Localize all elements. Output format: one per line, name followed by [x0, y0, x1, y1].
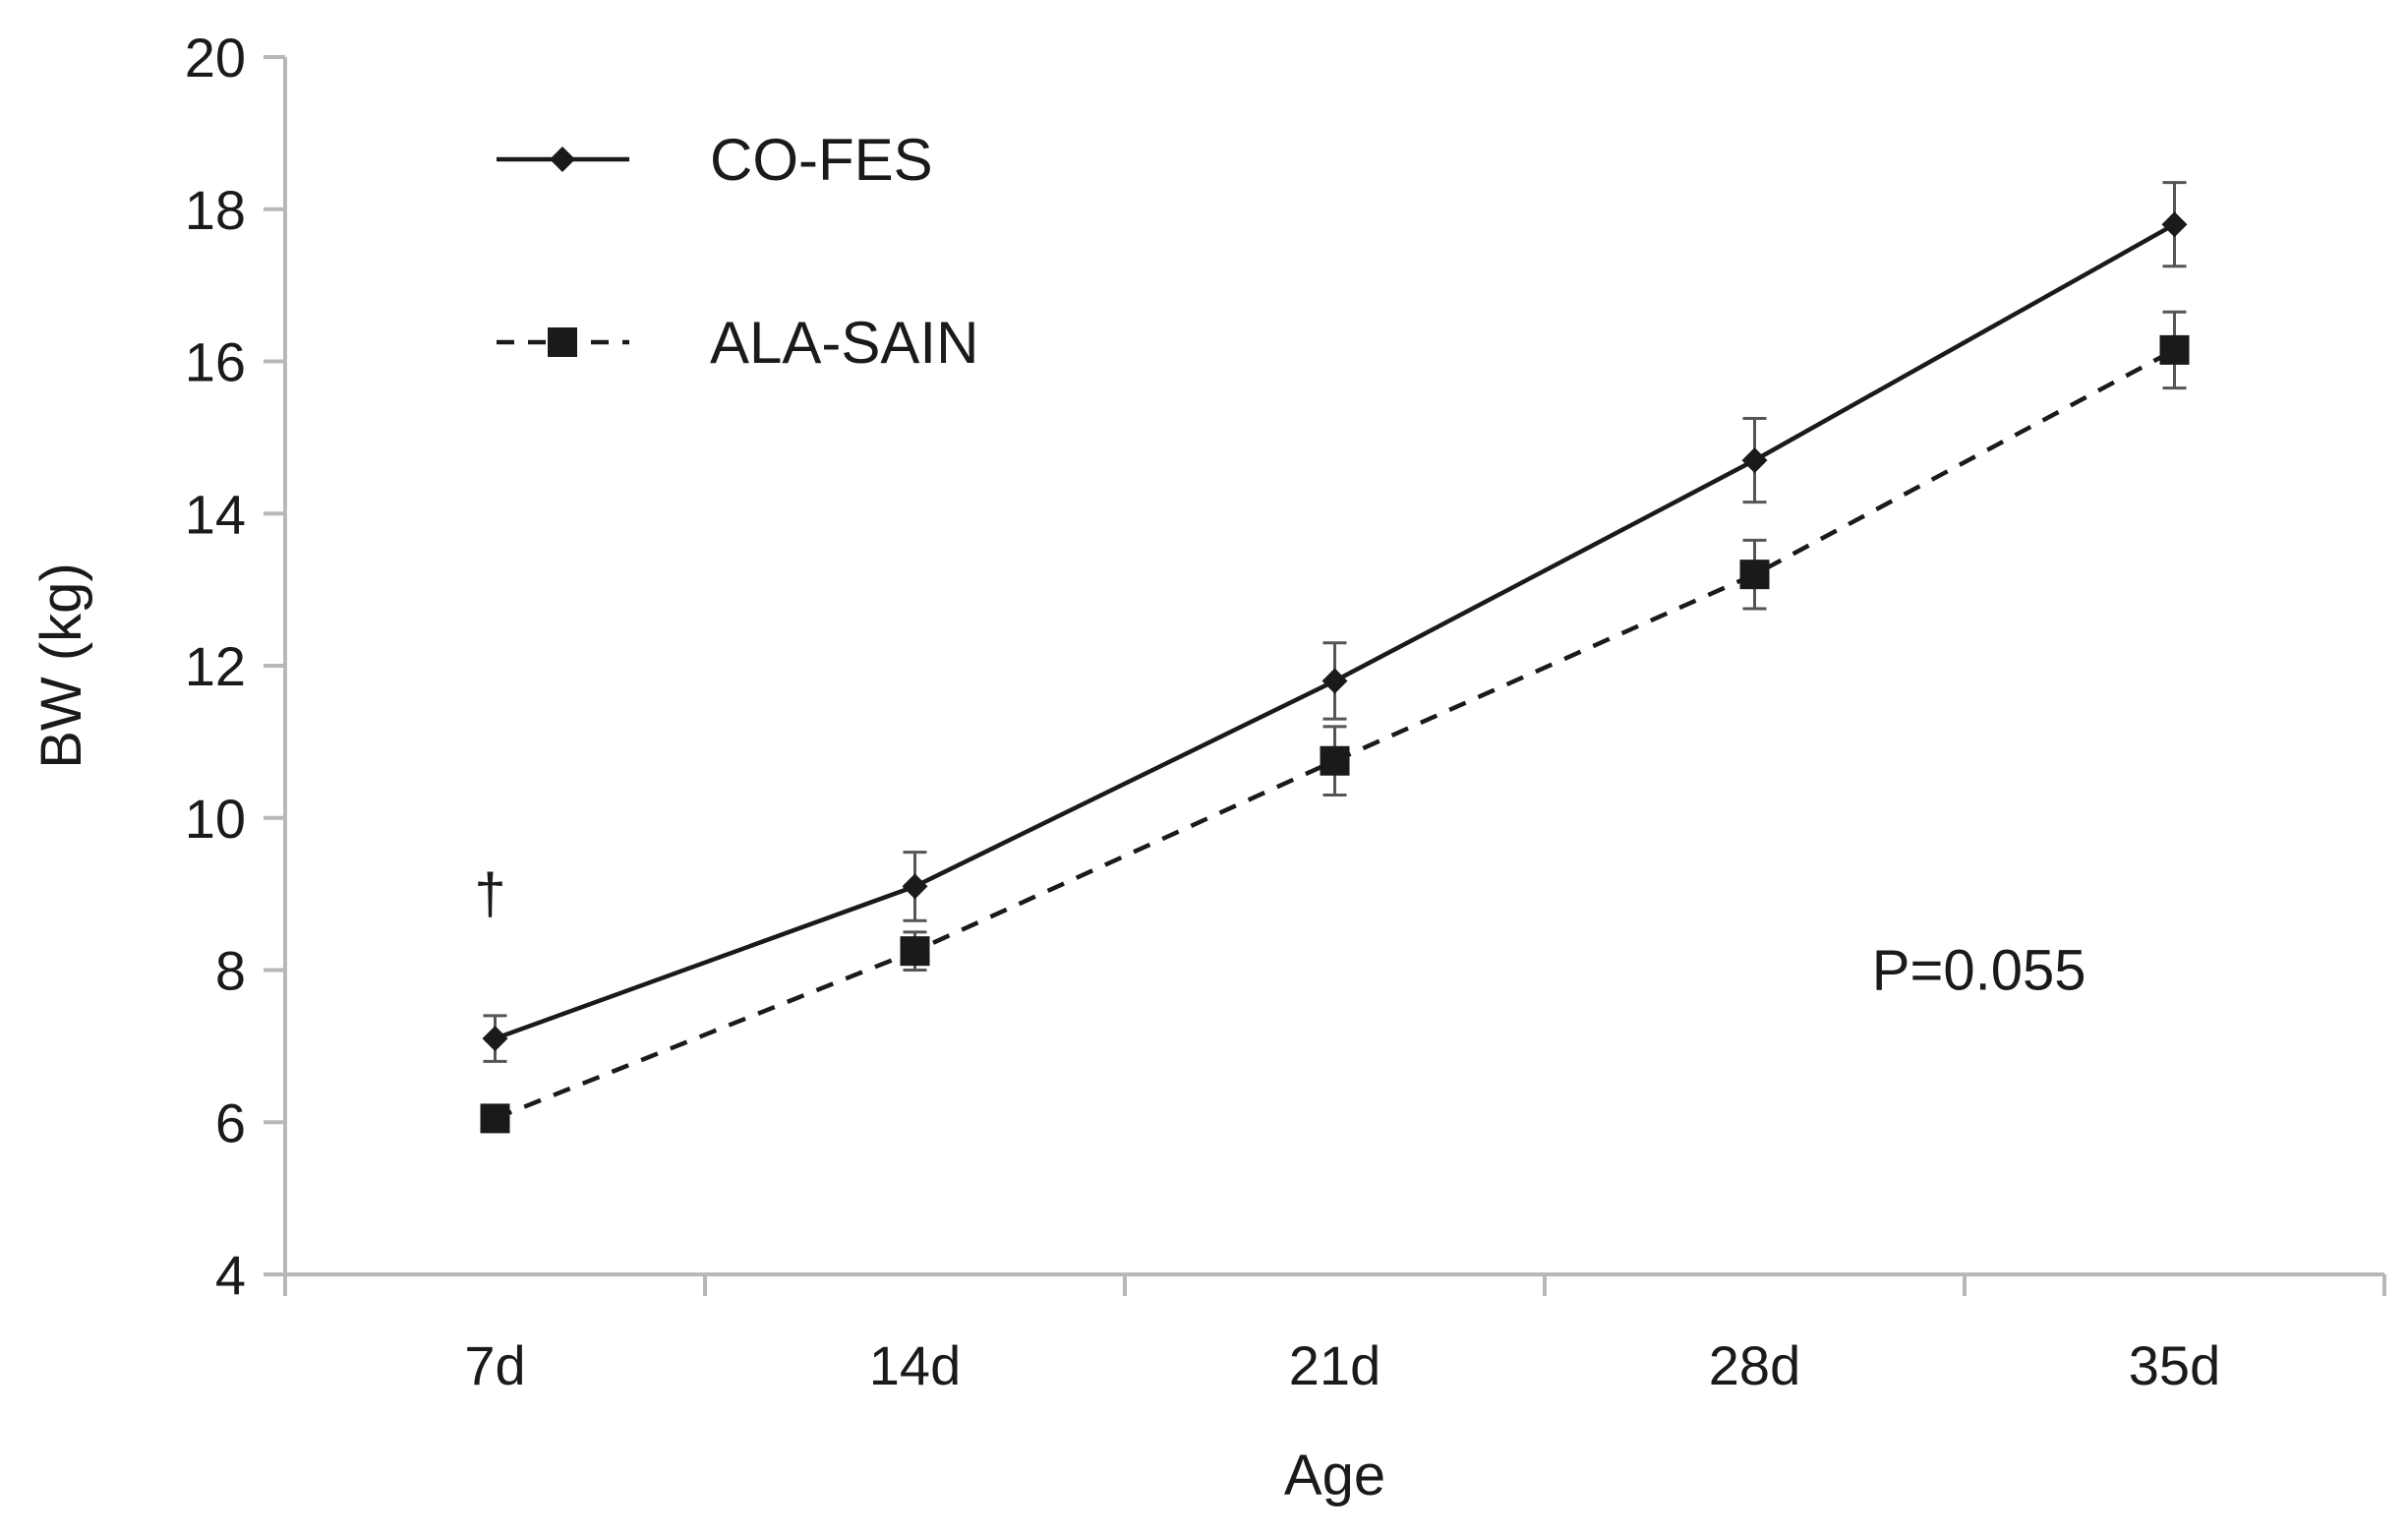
legend: CO-FES ALA-SAIN — [497, 127, 978, 376]
y-tick-label: 12 — [185, 635, 246, 697]
annotation: † — [474, 862, 505, 926]
x-tick-label: 14d — [869, 1334, 961, 1396]
data-point — [900, 936, 930, 967]
y-tick-label: 14 — [185, 483, 246, 545]
data-point — [2161, 211, 2188, 238]
data-point — [480, 1103, 510, 1134]
data-point — [1739, 560, 1770, 590]
y-tick-label: 10 — [185, 788, 246, 850]
x-tick-label: 21d — [1289, 1334, 1380, 1396]
legend-swatch-marker — [548, 327, 577, 357]
series-ala-sain — [480, 310, 2190, 1134]
x-tick-label: 7d — [464, 1334, 525, 1396]
series-co-fes — [482, 181, 2188, 1063]
annotations: † P=0.055 — [474, 862, 2085, 1002]
x-tick-label: 28d — [1709, 1334, 1800, 1396]
axes: 4 6 8 10 12 14 16 18 20 7d 14d 21d 28d 35d Age BW (kg) — [29, 27, 2386, 1507]
legend-label: CO-FES — [710, 127, 933, 193]
annotation: P=0.055 — [1872, 939, 2086, 1003]
data-point — [1320, 745, 1350, 776]
legend-label: ALA-SAIN — [710, 310, 978, 376]
y-tick-label: 6 — [215, 1092, 246, 1153]
x-axis-title: Age — [1284, 1444, 1385, 1507]
y-tick-label: 20 — [185, 27, 246, 89]
y-tick-label: 4 — [215, 1244, 246, 1306]
y-axis-title: BW (kg) — [29, 562, 93, 768]
y-tick-label: 18 — [185, 179, 246, 241]
data-point — [2159, 334, 2190, 365]
y-tick-label: 16 — [185, 331, 246, 393]
data-point — [1321, 668, 1348, 694]
legend-item-co-fes: CO-FES — [497, 127, 933, 193]
series-layer — [480, 181, 2190, 1134]
legend-item-ala-sain: ALA-SAIN — [497, 310, 978, 376]
data-point — [902, 873, 928, 900]
data-point — [482, 1026, 508, 1052]
legend-swatch-marker — [550, 147, 575, 172]
y-tick-label: 8 — [215, 940, 246, 1002]
data-point — [1741, 447, 1768, 474]
x-tick-label: 35d — [2129, 1334, 2220, 1396]
